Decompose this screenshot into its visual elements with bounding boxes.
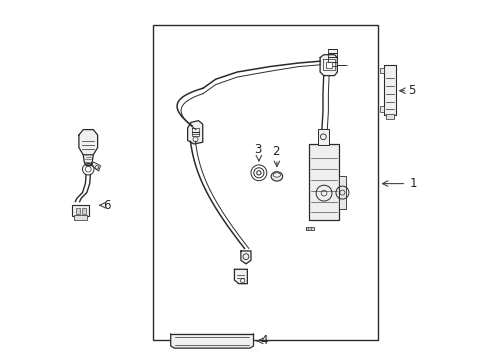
Ellipse shape xyxy=(270,172,282,181)
Bar xyxy=(328,49,336,66)
Text: 2: 2 xyxy=(272,145,279,158)
Bar xyxy=(385,114,393,119)
Text: 1: 1 xyxy=(409,177,417,190)
Bar xyxy=(74,215,87,220)
Polygon shape xyxy=(187,121,203,144)
Polygon shape xyxy=(79,130,98,155)
Polygon shape xyxy=(241,251,250,264)
Bar xyxy=(317,129,328,145)
Bar xyxy=(72,205,88,216)
Bar xyxy=(338,176,346,209)
Polygon shape xyxy=(234,269,247,284)
Text: 4: 4 xyxy=(260,334,267,347)
Bar xyxy=(152,25,377,340)
Bar xyxy=(76,208,80,214)
FancyBboxPatch shape xyxy=(309,144,338,220)
Bar xyxy=(384,65,395,115)
Polygon shape xyxy=(170,334,253,348)
Bar xyxy=(305,227,313,230)
Bar xyxy=(379,106,384,112)
Ellipse shape xyxy=(273,173,280,177)
Text: 5: 5 xyxy=(407,84,414,97)
Text: 6: 6 xyxy=(103,199,111,212)
Bar xyxy=(82,208,86,214)
Polygon shape xyxy=(91,162,101,171)
Bar xyxy=(379,68,384,73)
Polygon shape xyxy=(320,55,337,76)
Text: 3: 3 xyxy=(254,143,261,156)
Polygon shape xyxy=(83,155,93,166)
Bar xyxy=(325,62,331,68)
